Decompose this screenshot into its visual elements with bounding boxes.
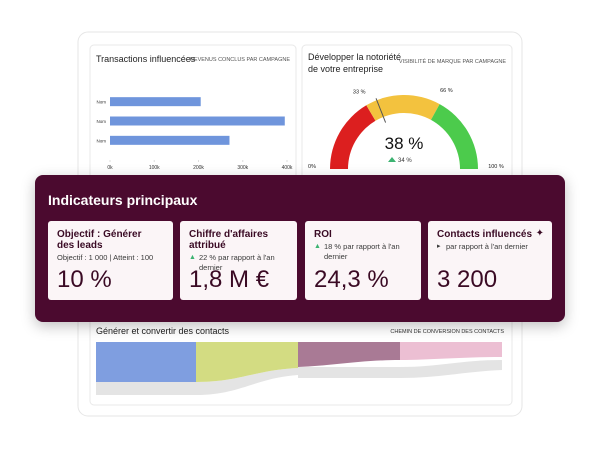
y-tick-label: Nom [96,138,106,143]
stage [96,342,196,382]
gauge-band [430,104,478,169]
x-tick-label: 400k [282,165,293,171]
bar [110,135,230,145]
kpi-card: ROI ▲ 18 % par rapport à l'an dernier 24,… [305,221,421,300]
gauge-tick-label: 66 % [440,88,453,94]
gauge-needle [375,98,387,123]
card-note-box: ▲ 22 % par rapport à l'an dernier [189,253,289,273]
card-value: 10 % [57,266,112,293]
panel-title: Développer la notoriété de votre entrepr… [308,52,402,74]
arrow-icon: ▸ [437,243,441,250]
card-note: Objectif : 1 000 | Atteint : 100 [57,253,154,262]
x-tick-label: 100k [149,165,160,171]
panel-subtitle: REVENUS CONCLUS PAR CAMPAGNE [190,57,290,63]
funnel [96,342,502,395]
card-value: 24,3 % [314,266,389,293]
y-tick-label: Nom [96,100,106,105]
bar [110,116,285,126]
panel-subtitle: VISIBILITÉ DE MARQUE PAR CAMPAGNE [399,58,506,65]
up-icon: ▲ [314,243,321,250]
stage [298,342,400,367]
x-tick-label: 300k [237,165,248,171]
card-note: par rapport à l'an dernier [446,242,528,251]
kpi-banner: Indicateurs principaux Objectif : Génére… [35,175,565,322]
card-title: Contacts influencés [437,229,533,240]
x-tick-label: 200k [193,165,204,171]
panel-title: Générer et convertir des contacts [96,326,230,336]
gauge-tick-label: 0% [308,164,316,170]
delta-label: 34 % [398,158,412,164]
banner-title: Indicateurs principaux [48,192,198,208]
gauge-band [366,94,440,121]
card-title: ROI [314,229,332,240]
card-value: 3 200 [437,266,498,293]
gauge-tick-label: 33 % [353,89,366,95]
card-title: Chiffre d'affaires attribué [189,229,269,251]
stage [400,342,502,360]
panel-title: Transactions influencées [96,54,196,64]
bar [110,97,201,107]
kpi-card: Contacts influencés ✦ ▸ par rapport à l'a… [428,221,552,300]
flow [96,368,298,395]
card-note: 18 % par rapport à l'an dernier [324,242,400,261]
plots: 0k 100k 200k 300k 400k Nom Nom Nom 0% 33 % 66 % 100… [96,88,503,171]
stage [196,342,298,382]
up-icon: ▲ [189,254,196,261]
kpi-card: Objectif : Générer des leads Objectif : … [48,221,173,300]
panel-title-box: Développer la notoriété de votre entrepr… [308,52,402,74]
x-tick-label: 0k [107,165,113,171]
card-note: 22 % par rapport à l'an dernier [199,253,275,272]
gauge-tick-label: 100 % [488,164,504,170]
kpi-card: Chiffre d'affaires attribué ▲ 22 % par ra… [180,221,297,300]
gauge-band [330,105,376,169]
delta-icon [388,157,396,162]
sparkle-icon: ✦ [535,228,544,239]
flow [298,360,502,378]
y-tick-label: Nom [96,119,106,124]
card-value: 1,8 M € [189,266,270,293]
card-note-box: ▲ 18 % par rapport à l'an dernier [314,242,413,262]
gauge-value: 38 % [385,134,424,153]
card-title: Objectif : Générer des leads [57,229,142,251]
card-note-box: ▸ par rapport à l'an dernier [437,242,544,252]
panel-subtitle: CHEMIN DE CONVERSION DES CONTACTS [390,329,504,335]
panel [89,44,297,181]
